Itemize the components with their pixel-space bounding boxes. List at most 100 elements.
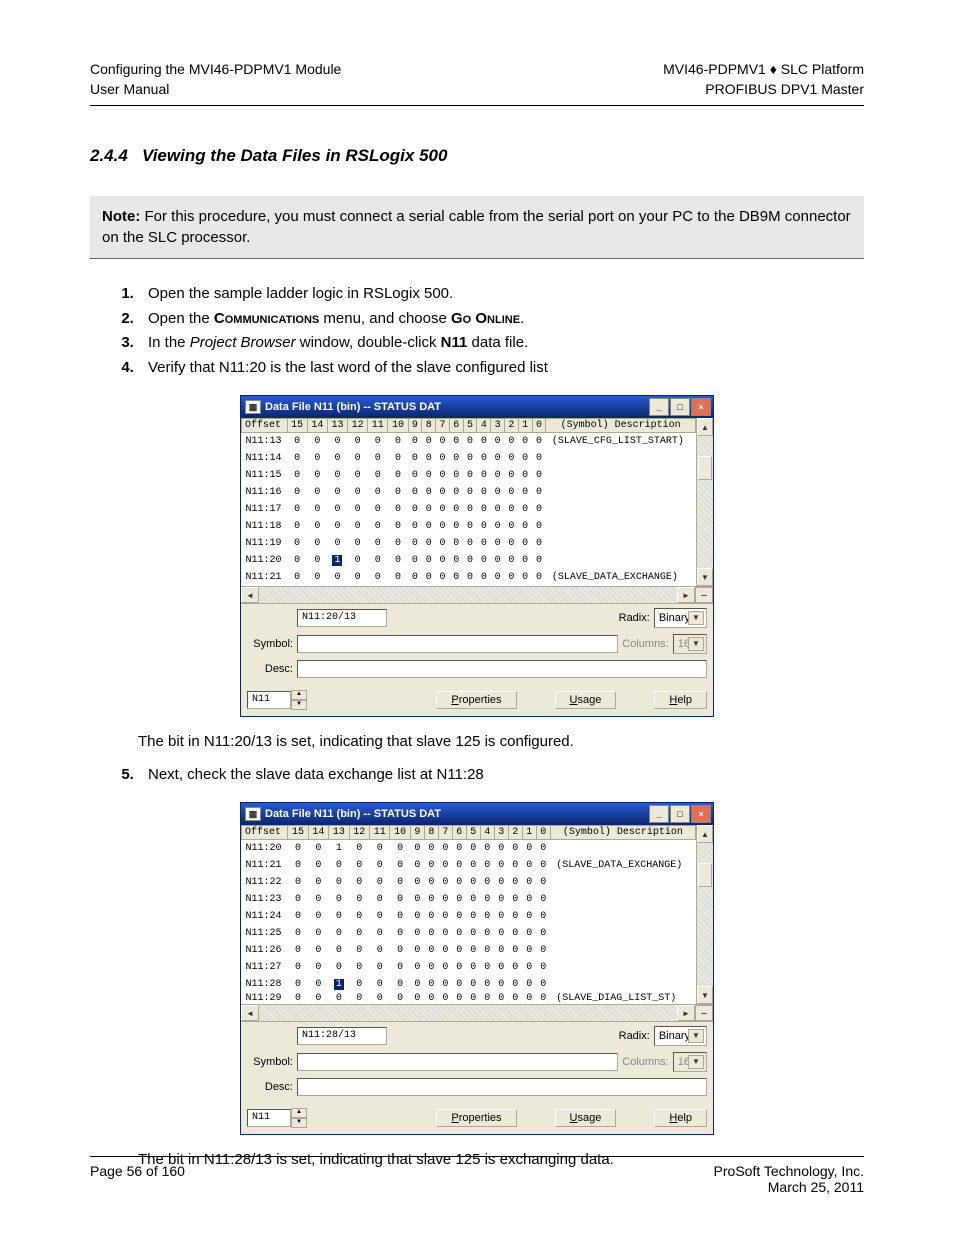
bit-cell[interactable]: 0	[508, 976, 522, 993]
data-row[interactable]: N11:280010000000000000	[242, 976, 696, 993]
bit-cell[interactable]: 0	[287, 467, 307, 484]
bit-cell[interactable]: 0	[452, 857, 466, 874]
file-input[interactable]: N11	[247, 1109, 291, 1127]
file-stepper[interactable]: ▲▼	[291, 690, 307, 710]
bit-cell[interactable]: 0	[522, 874, 536, 891]
bit-cell[interactable]: 0	[327, 501, 347, 518]
bit-cell[interactable]: 0	[288, 925, 308, 942]
bit-cell[interactable]: 0	[438, 959, 452, 976]
bit-cell[interactable]: 0	[508, 908, 522, 925]
bit-cell[interactable]: 0	[505, 450, 519, 467]
bit-cell[interactable]: 0	[424, 925, 438, 942]
data-row[interactable]: N11:220000000000000000	[242, 874, 696, 891]
bit-cell[interactable]: 0	[390, 891, 410, 908]
data-row[interactable]: N11:190000000000000000	[242, 535, 696, 552]
bit-cell[interactable]: 0	[522, 976, 536, 993]
bit-cell[interactable]: 0	[436, 569, 450, 586]
bit-cell[interactable]: 0	[424, 874, 438, 891]
bit-cell[interactable]: 0	[308, 908, 328, 925]
usage-button[interactable]: Usage	[555, 1109, 617, 1127]
bit-cell[interactable]: 0	[390, 857, 410, 874]
bit-cell[interactable]: 0	[349, 840, 369, 858]
bit-cell[interactable]: 0	[288, 976, 308, 993]
bit-cell[interactable]: 0	[480, 942, 494, 959]
bit-cell[interactable]: 0	[505, 467, 519, 484]
data-row[interactable]: N11:160000000000000000	[242, 484, 696, 501]
bit-cell[interactable]: 0	[438, 942, 452, 959]
bit-cell[interactable]: 0	[480, 976, 494, 993]
bit-cell[interactable]: 0	[449, 569, 463, 586]
data-row[interactable]: N11:290000000000000000(SLAVE_DIAG_LIST_S…	[242, 993, 696, 1004]
bit-cell[interactable]: 0	[348, 467, 368, 484]
bit-cell[interactable]: 0	[388, 569, 408, 586]
bit-cell[interactable]: 0	[288, 993, 308, 1004]
bit-cell[interactable]: 0	[452, 925, 466, 942]
bit-cell[interactable]: 0	[491, 552, 505, 569]
bit-cell[interactable]: 0	[449, 501, 463, 518]
bit-cell[interactable]: 0	[452, 976, 466, 993]
bit-cell[interactable]: 0	[438, 925, 452, 942]
bit-cell[interactable]: 0	[518, 467, 532, 484]
bit-cell[interactable]: 0	[308, 857, 328, 874]
bit-cell[interactable]: 0	[390, 908, 410, 925]
scroll-track-h[interactable]	[259, 1005, 677, 1021]
bit-cell[interactable]: 0	[508, 959, 522, 976]
bit-cell[interactable]: 0	[307, 552, 327, 569]
bit-cell[interactable]: 0	[390, 976, 410, 993]
bit-cell[interactable]: 0	[449, 552, 463, 569]
symbol-input[interactable]	[297, 1053, 618, 1071]
bit-cell[interactable]: 0	[477, 484, 491, 501]
bit-cell[interactable]: 0	[491, 518, 505, 535]
bit-cell[interactable]: 0	[287, 552, 307, 569]
bit-cell[interactable]: 0	[505, 433, 519, 451]
bit-cell[interactable]: 0	[369, 857, 389, 874]
bit-cell[interactable]: 0	[368, 569, 388, 586]
bit-cell[interactable]: 0	[369, 840, 389, 858]
data-row[interactable]: N11:250000000000000000	[242, 925, 696, 942]
bit-cell[interactable]: 0	[518, 433, 532, 451]
bit-cell[interactable]: 0	[390, 959, 410, 976]
bit-cell[interactable]: 0	[463, 484, 477, 501]
bit-cell[interactable]: 0	[508, 840, 522, 858]
bit-cell[interactable]: 0	[522, 993, 536, 1004]
bit-cell[interactable]: 0	[348, 450, 368, 467]
bit-cell[interactable]: 0	[438, 857, 452, 874]
bit-cell[interactable]: 0	[349, 993, 369, 1004]
bit-cell[interactable]: 0	[436, 433, 450, 451]
bit-cell[interactable]: 0	[368, 467, 388, 484]
bit-cell[interactable]: 0	[288, 891, 308, 908]
bit-cell[interactable]: 0	[463, 569, 477, 586]
address-input[interactable]: N11:28/13	[297, 1027, 387, 1045]
bit-cell[interactable]: 0	[452, 959, 466, 976]
bit-cell[interactable]: 0	[463, 450, 477, 467]
bit-cell[interactable]: 0	[505, 552, 519, 569]
bit-cell[interactable]: 0	[410, 993, 424, 1004]
bit-cell[interactable]: 0	[436, 467, 450, 484]
maximize-button[interactable]: □	[670, 805, 690, 823]
bit-cell[interactable]: 0	[329, 891, 349, 908]
bit-cell[interactable]: 0	[308, 874, 328, 891]
bit-cell[interactable]: 0	[532, 433, 546, 451]
bit-cell[interactable]: 0	[508, 857, 522, 874]
help-button[interactable]: Help	[654, 691, 707, 709]
bit-cell[interactable]: 0	[536, 891, 550, 908]
bit-cell[interactable]: 0	[422, 433, 436, 451]
bit-cell[interactable]: 0	[477, 450, 491, 467]
bit-cell[interactable]: 0	[368, 433, 388, 451]
bit-cell[interactable]: 0	[518, 569, 532, 586]
bit-cell[interactable]: 0	[532, 501, 546, 518]
bit-cell[interactable]: 0	[348, 552, 368, 569]
bit-cell[interactable]: 0	[288, 959, 308, 976]
bit-cell[interactable]: 0	[491, 569, 505, 586]
bit-cell[interactable]: 0	[532, 535, 546, 552]
bit-cell[interactable]: 0	[532, 450, 546, 467]
bit-cell[interactable]: 0	[287, 484, 307, 501]
bit-cell[interactable]: 0	[388, 501, 408, 518]
bit-cell[interactable]: 0	[518, 450, 532, 467]
bit-cell[interactable]: 0	[463, 501, 477, 518]
minimize-button[interactable]: _	[649, 805, 669, 823]
bit-cell[interactable]: 0	[288, 942, 308, 959]
data-row[interactable]: N11:150000000000000000	[242, 467, 696, 484]
bit-cell[interactable]: 0	[466, 857, 480, 874]
bit-cell[interactable]: 0	[390, 925, 410, 942]
